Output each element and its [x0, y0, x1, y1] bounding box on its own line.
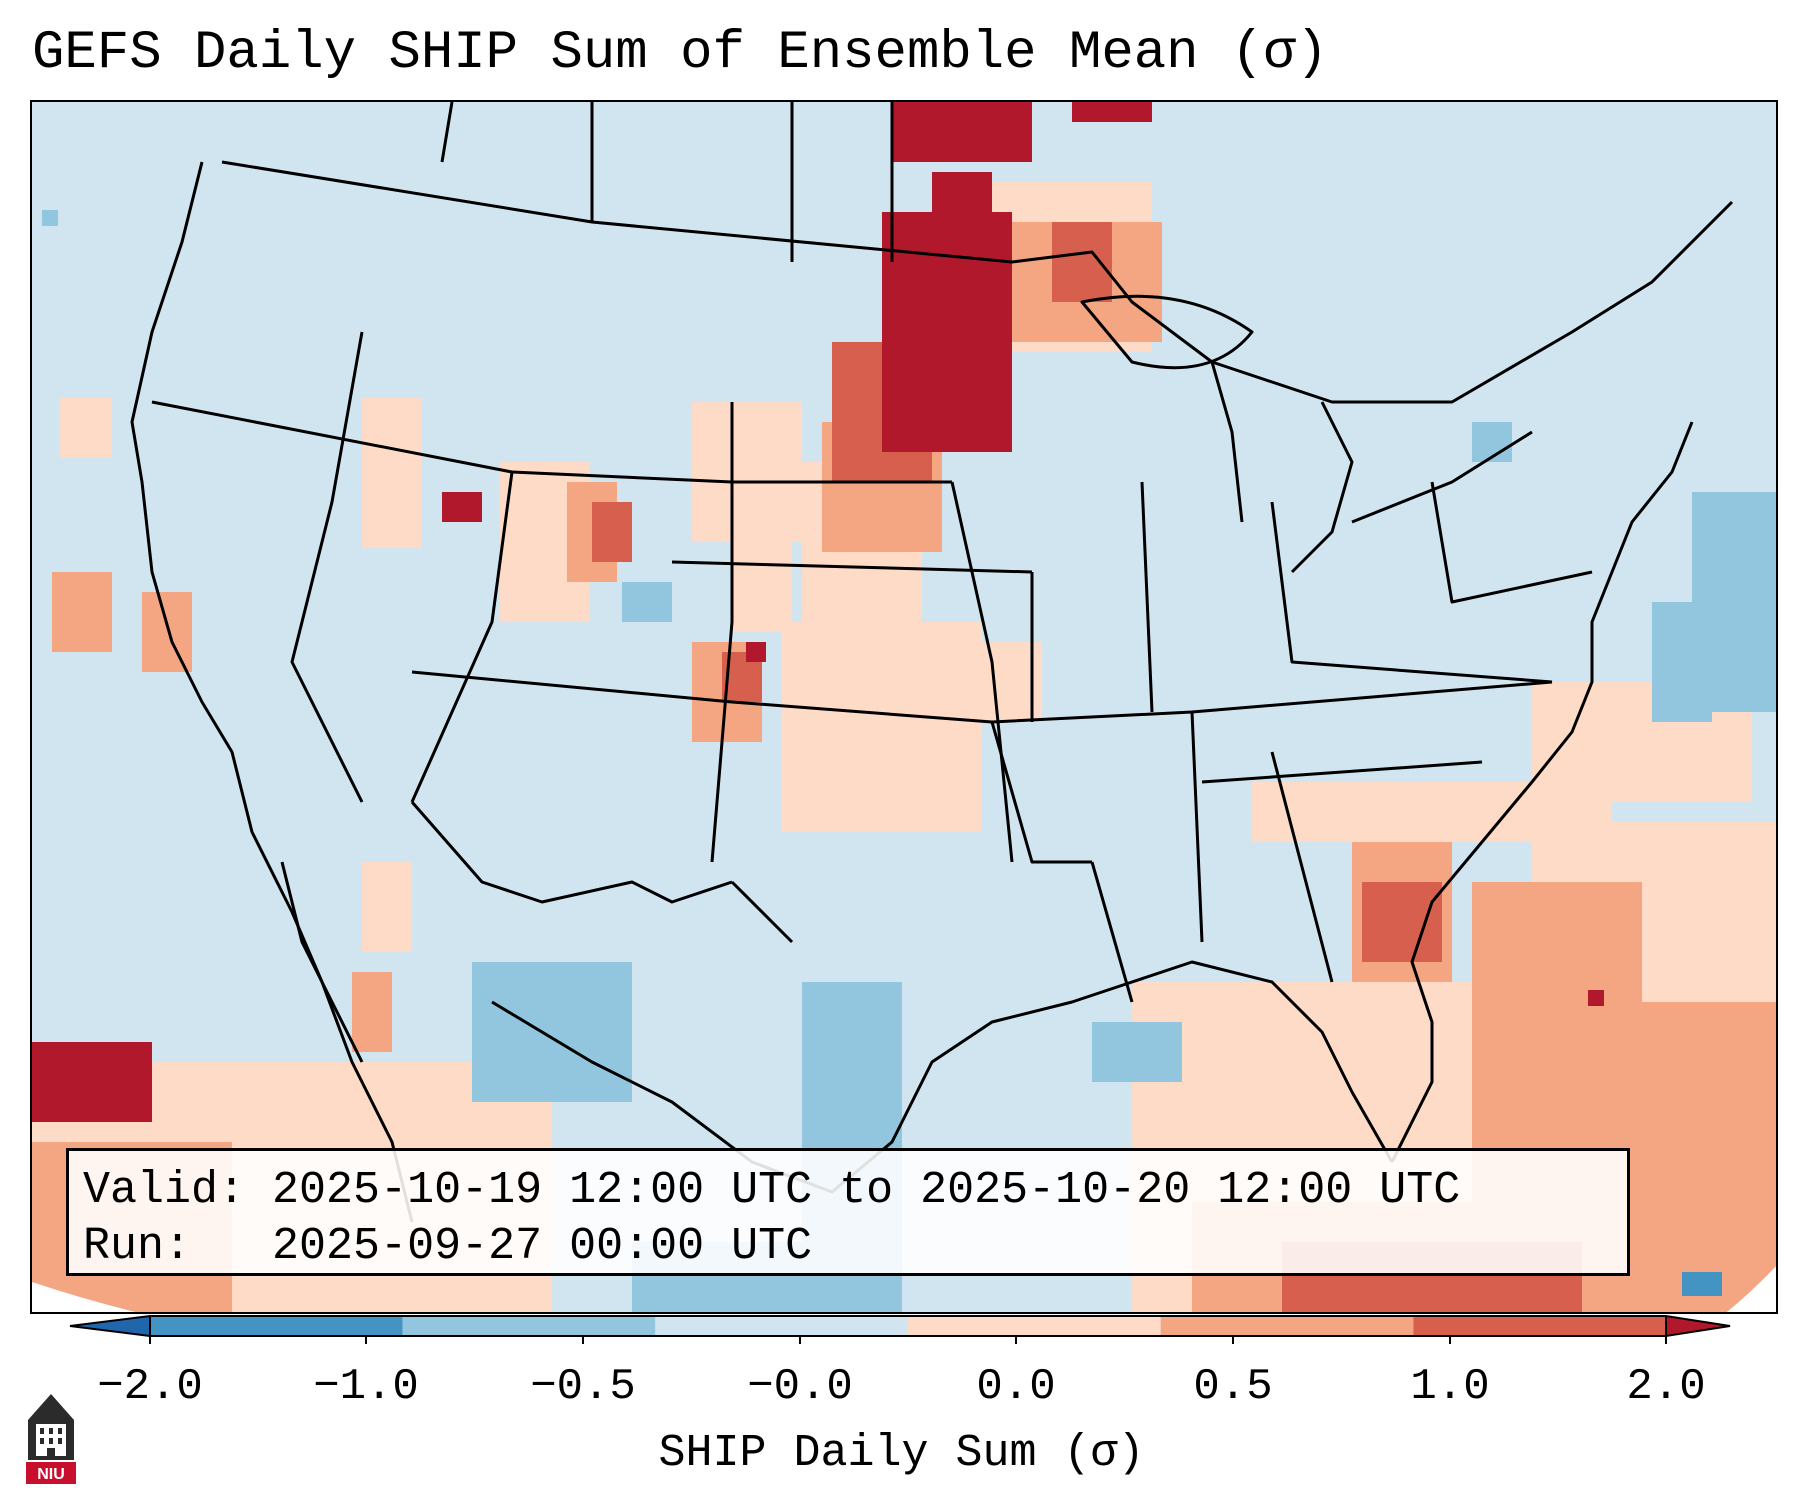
- valid-run-info-box: Valid: 2025-10-19 12:00 UTC to 2025-10-2…: [66, 1148, 1630, 1276]
- colorbar-extend-low: [69, 1314, 151, 1338]
- colorbar-tick: −2.0: [97, 1362, 203, 1412]
- colorbar-tick: −1.0: [313, 1362, 419, 1412]
- run-value: 2025-09-27 00:00 UTC: [272, 1221, 813, 1272]
- colorbar-tick: 0.0: [976, 1362, 1056, 1412]
- colorbar-tick: 0.5: [1193, 1362, 1273, 1412]
- colorbar-segment: [1413, 1316, 1666, 1336]
- anomaly-blue: [1682, 1272, 1722, 1296]
- outside-domain-left: [32, 1282, 136, 1312]
- colorbar-tick: −0.5: [530, 1362, 636, 1412]
- map-panel: [30, 100, 1778, 1314]
- colorbar-tick: −0.0: [747, 1362, 853, 1412]
- colorbar-label: SHIP Daily Sum (σ): [658, 1428, 1145, 1479]
- valid-label: Valid:: [83, 1165, 246, 1216]
- colorbar-segment: [655, 1316, 908, 1336]
- map-canvas: [32, 102, 1776, 1312]
- colorbar-segment: [908, 1316, 1161, 1336]
- colorbar-segment: [402, 1316, 656, 1336]
- run-label: Run:: [83, 1221, 192, 1272]
- logo-text: NIU: [37, 1466, 65, 1483]
- colorbar-segment: [1160, 1316, 1414, 1336]
- valid-value: 2025-10-19 12:00 UTC to 2025-10-20 12:00…: [272, 1165, 1461, 1216]
- colorbar-tick: 2.0: [1626, 1362, 1706, 1412]
- colorbar-tick: 1.0: [1410, 1362, 1490, 1412]
- anomaly-dark-red: [32, 102, 1604, 1122]
- borders: [130, 102, 1734, 1223]
- colorbar: [69, 1314, 1731, 1344]
- colorbar-extend-high: [1665, 1314, 1731, 1338]
- outside-domain-right: [1726, 1266, 1776, 1312]
- colorbar-frame: [149, 1315, 1667, 1337]
- niu-logo: NIU: [26, 1394, 76, 1484]
- colorbar-segment: [150, 1316, 403, 1336]
- map-title: GEFS Daily SHIP Sum of Ensemble Mean (σ): [32, 23, 1329, 84]
